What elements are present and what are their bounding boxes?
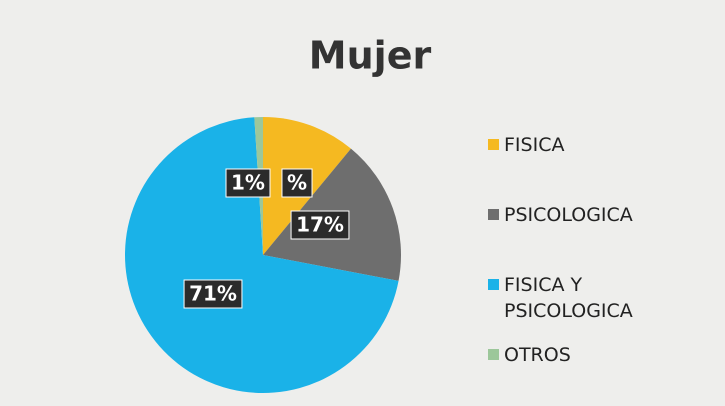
legend-item: OTROS xyxy=(488,342,703,368)
pie-slice xyxy=(125,117,399,394)
chart-title: Mujer xyxy=(309,34,432,78)
legend-swatch xyxy=(488,139,499,150)
legend-label: OTROS xyxy=(504,344,571,366)
legend-item: FISICA xyxy=(488,132,703,158)
legend-swatch xyxy=(488,349,499,360)
legend-label: FISICA Y PSICOLOGICA xyxy=(504,274,633,322)
legend-swatch xyxy=(488,209,499,220)
legend-item: PSICOLOGICA xyxy=(488,202,703,228)
data-label-box xyxy=(281,168,313,198)
legend-item: FISICA Y PSICOLOGICA xyxy=(488,272,703,324)
data-label: % xyxy=(287,171,307,195)
legend-label: PSICOLOGICA xyxy=(504,204,633,226)
legend-swatch xyxy=(488,279,499,290)
data-label: 1% xyxy=(231,171,265,195)
data-label: 71% xyxy=(189,282,237,306)
data-label-box xyxy=(290,210,350,240)
data-label-box xyxy=(183,279,243,309)
legend-label: FISICA xyxy=(504,134,565,156)
data-label-box xyxy=(225,168,271,198)
data-label: 17% xyxy=(296,213,344,237)
